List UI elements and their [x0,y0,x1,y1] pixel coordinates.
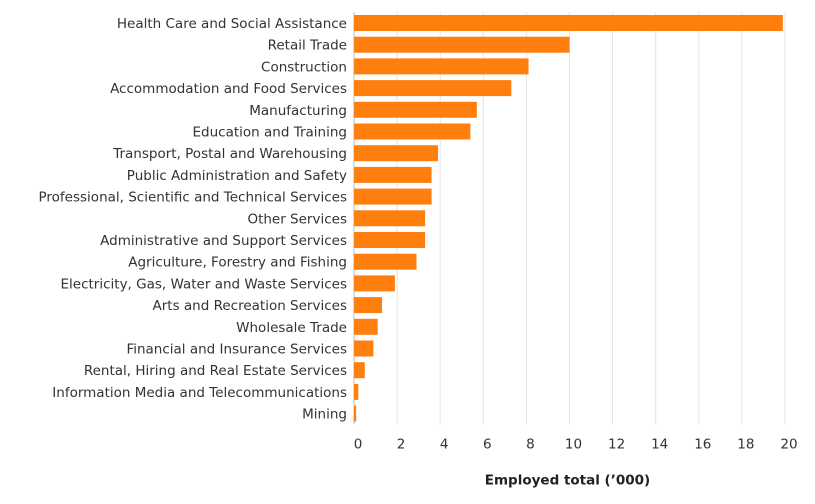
bar[interactable] [354,15,783,31]
category-label: Manufacturing [249,103,347,119]
bar[interactable] [354,232,426,248]
category-label: Construction [261,59,347,75]
category-label: Wholesale Trade [236,320,347,336]
category-label: Health Care and Social Assistance [117,16,347,32]
category-label: Financial and Insurance Services [126,342,347,358]
category-label: Arts and Recreation Services [152,298,347,314]
bar[interactable] [354,58,529,75]
category-label: Information Media and Telecommunications [52,385,347,401]
x-tick-label: 18 [737,436,754,452]
category-label: Other Services [247,211,347,227]
category-label: Public Administration and Safety [127,168,347,184]
bar[interactable] [354,297,383,314]
x-tick-label: 12 [608,436,625,452]
category-label: Electricity, Gas, Water and Waste Servic… [61,276,348,292]
bar[interactable] [354,253,417,270]
category-label: Rental, Hiring and Real Estate Services [84,363,347,379]
bar[interactable] [354,210,426,227]
bar[interactable] [354,123,471,140]
bar[interactable] [354,80,512,97]
bar[interactable] [354,362,365,379]
bar[interactable] [354,166,432,183]
bar[interactable] [354,188,432,205]
category-label: Mining [302,407,347,423]
x-axis-title: Employed total (’000) [485,472,650,488]
x-tick-label: 16 [694,436,711,452]
bar[interactable] [354,340,374,357]
x-tick-label: 10 [565,436,582,452]
category-labels: Health Care and Social Assistance Retail … [39,16,347,423]
bar[interactable] [354,405,357,422]
bar[interactable] [354,145,439,162]
bars [354,15,783,422]
x-tick-label: 4 [440,436,449,452]
category-label: Accommodation and Food Services [110,81,347,97]
x-tick-label: 0 [354,436,363,452]
x-tick-label: 14 [651,436,668,452]
bar[interactable] [354,383,359,400]
category-label: Transport, Postal and Warehousing [112,146,347,162]
x-tick-label: 2 [397,436,406,452]
bar[interactable] [354,275,395,292]
x-tick-label: 6 [483,436,492,452]
category-label: Administrative and Support Services [100,233,347,249]
bar[interactable] [354,101,477,118]
category-label: Professional, Scientific and Technical S… [39,190,347,206]
x-tick-label: 20 [780,436,797,452]
bar[interactable] [354,36,570,53]
x-axis-ticks: 0 2 4 6 8 10 12 14 16 18 20 [354,436,798,452]
category-label: Agriculture, Forestry and Fishing [128,255,347,271]
x-tick-label: 8 [526,436,535,452]
category-label: Education and Training [193,125,347,141]
bar[interactable] [354,318,378,335]
category-label: Retail Trade [268,38,347,54]
